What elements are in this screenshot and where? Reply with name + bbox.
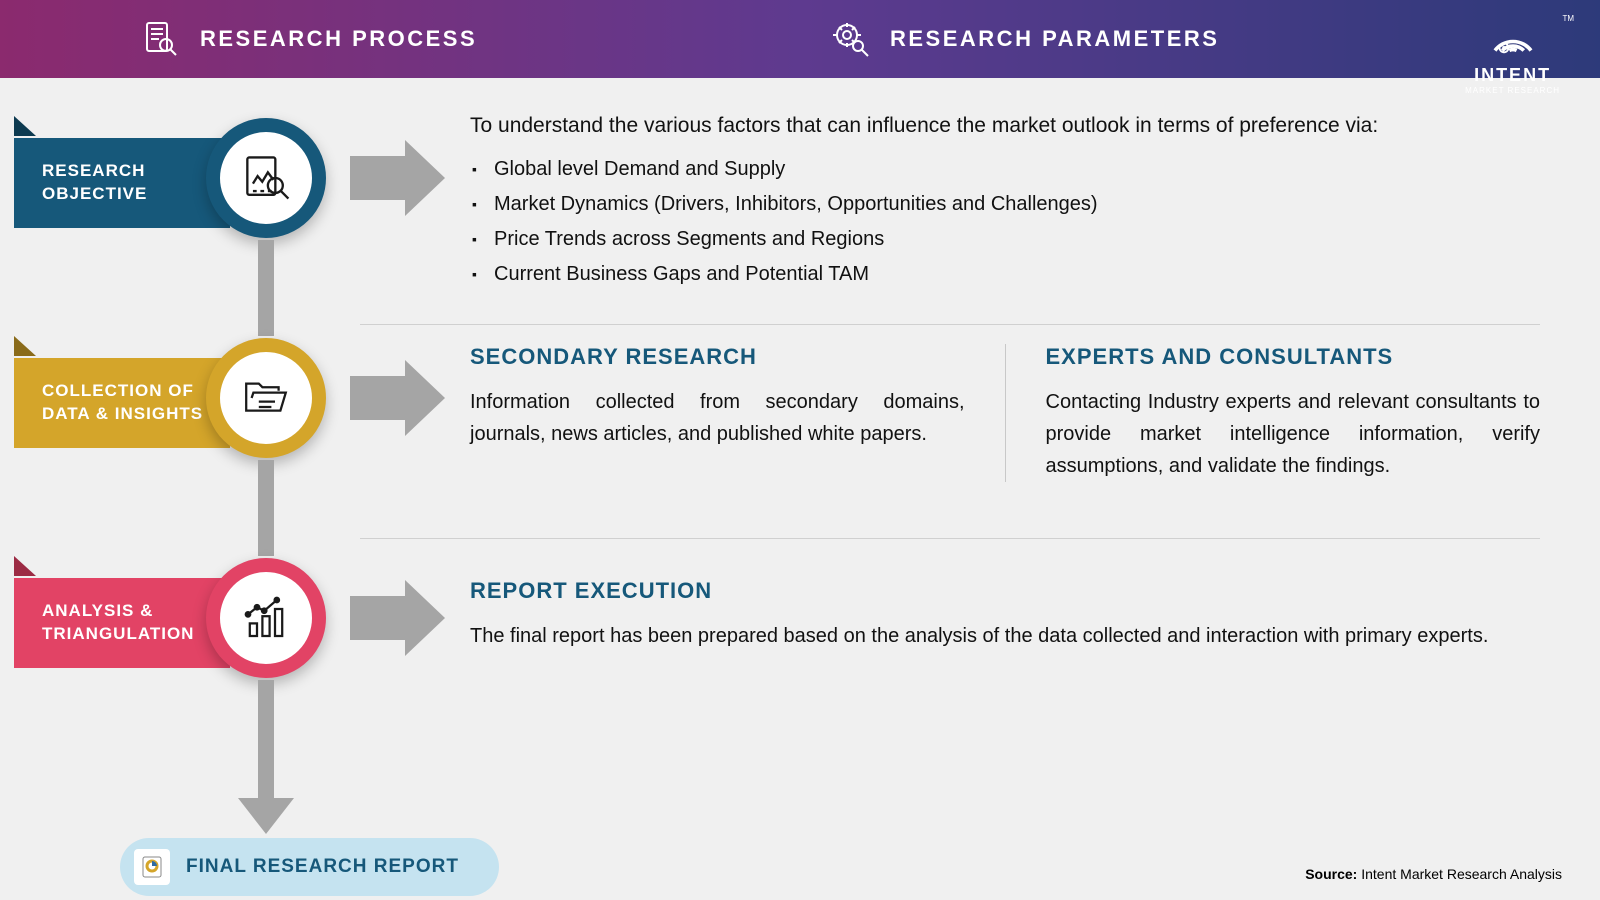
separator-line	[360, 324, 1540, 325]
arrow-right-head-icon	[405, 360, 445, 436]
stage-1-intro: To understand the various factors that c…	[470, 114, 1540, 138]
arrow-down-icon	[238, 798, 294, 834]
stage-analysis: ANALYSIS & TRIANGULATION	[0, 568, 230, 678]
col-heading: SECONDARY RESEARCH	[470, 344, 965, 370]
stage-research-objective: RESEARCH OBJECTIVE	[0, 128, 230, 238]
banner-fold	[14, 556, 36, 576]
header-right-title: RESEARCH PARAMETERS	[890, 26, 1219, 52]
stage-1-label-1: RESEARCH	[42, 160, 220, 183]
bullet-item: Current Business Gaps and Potential TAM	[494, 257, 1540, 292]
col-text: Contacting Industry experts and relevant…	[1046, 386, 1541, 482]
stage-1-label-2: OBJECTIVE	[42, 183, 220, 206]
chart-growth-icon	[222, 574, 310, 662]
bullet-item: Market Dynamics (Drivers, Inhibitors, Op…	[494, 187, 1540, 222]
arrow-right-head-icon	[405, 140, 445, 216]
stage-3-label-2: TRIANGULATION	[42, 623, 220, 646]
stage-data-collection: COLLECTION OF DATA & INSIGHTS	[0, 348, 230, 458]
report-document-icon	[134, 849, 170, 885]
col-heading: EXPERTS AND CONSULTANTS	[1046, 344, 1541, 370]
stage-1-details: To understand the various factors that c…	[470, 114, 1540, 292]
folder-open-icon	[222, 354, 310, 442]
arrow-right-icon	[350, 376, 405, 420]
experts-consultants-col: EXPERTS AND CONSULTANTS Contacting Indus…	[1046, 344, 1541, 482]
arrow-right-head-icon	[405, 580, 445, 656]
final-label: FINAL RESEARCH REPORT	[186, 856, 459, 878]
header-bar: RESEARCH PROCESS RESEARCH PARAMETERS INT…	[0, 0, 1600, 78]
col-text: The final report has been prepared based…	[470, 620, 1540, 652]
document-search-icon	[222, 134, 310, 222]
gear-magnify-icon	[830, 18, 872, 60]
secondary-research-col: SECONDARY RESEARCH Information collected…	[470, 344, 1006, 482]
logo-tm: TM	[1562, 14, 1574, 23]
header-left: RESEARCH PROCESS	[0, 0, 800, 78]
stage-2-label-1: COLLECTION OF	[42, 380, 220, 403]
col-heading: REPORT EXECUTION	[470, 578, 1540, 604]
connector-line	[258, 460, 274, 556]
arrow-right-icon	[350, 596, 405, 640]
stage-2-circle	[206, 338, 326, 458]
stage-1-circle	[206, 118, 326, 238]
source-attribution: Source: Intent Market Research Analysis	[1305, 866, 1562, 882]
arrow-right-icon	[350, 156, 405, 200]
connector-line	[258, 240, 274, 336]
final-report-pill: FINAL RESEARCH REPORT	[120, 838, 499, 896]
source-prefix: Source:	[1305, 866, 1357, 882]
stage-2-banner: COLLECTION OF DATA & INSIGHTS	[14, 358, 230, 448]
stage-3-circle	[206, 558, 326, 678]
bullet-item: Global level Demand and Supply	[494, 152, 1540, 187]
stage-1-banner: RESEARCH OBJECTIVE	[14, 138, 230, 228]
content-area: RESEARCH OBJECTIVE To understand the var…	[0, 78, 1600, 900]
stage-3-details: REPORT EXECUTION The final report has be…	[470, 578, 1540, 652]
col-text: Information collected from secondary dom…	[470, 386, 965, 450]
bullet-item: Price Trends across Segments and Regions	[494, 222, 1540, 257]
banner-fold	[14, 116, 36, 136]
document-magnify-icon	[140, 18, 182, 60]
header-left-title: RESEARCH PROCESS	[200, 26, 477, 52]
stage-1-bullets: Global level Demand and Supply Market Dy…	[470, 152, 1540, 292]
separator-line	[360, 538, 1540, 539]
stage-3-banner: ANALYSIS & TRIANGULATION	[14, 578, 230, 668]
connector-line	[258, 680, 274, 798]
stage-2-label-2: DATA & INSIGHTS	[42, 403, 220, 426]
stage-3-label-1: ANALYSIS &	[42, 600, 220, 623]
banner-fold	[14, 336, 36, 356]
stage-2-details: SECONDARY RESEARCH Information collected…	[470, 344, 1540, 482]
source-text: Intent Market Research Analysis	[1361, 866, 1562, 882]
